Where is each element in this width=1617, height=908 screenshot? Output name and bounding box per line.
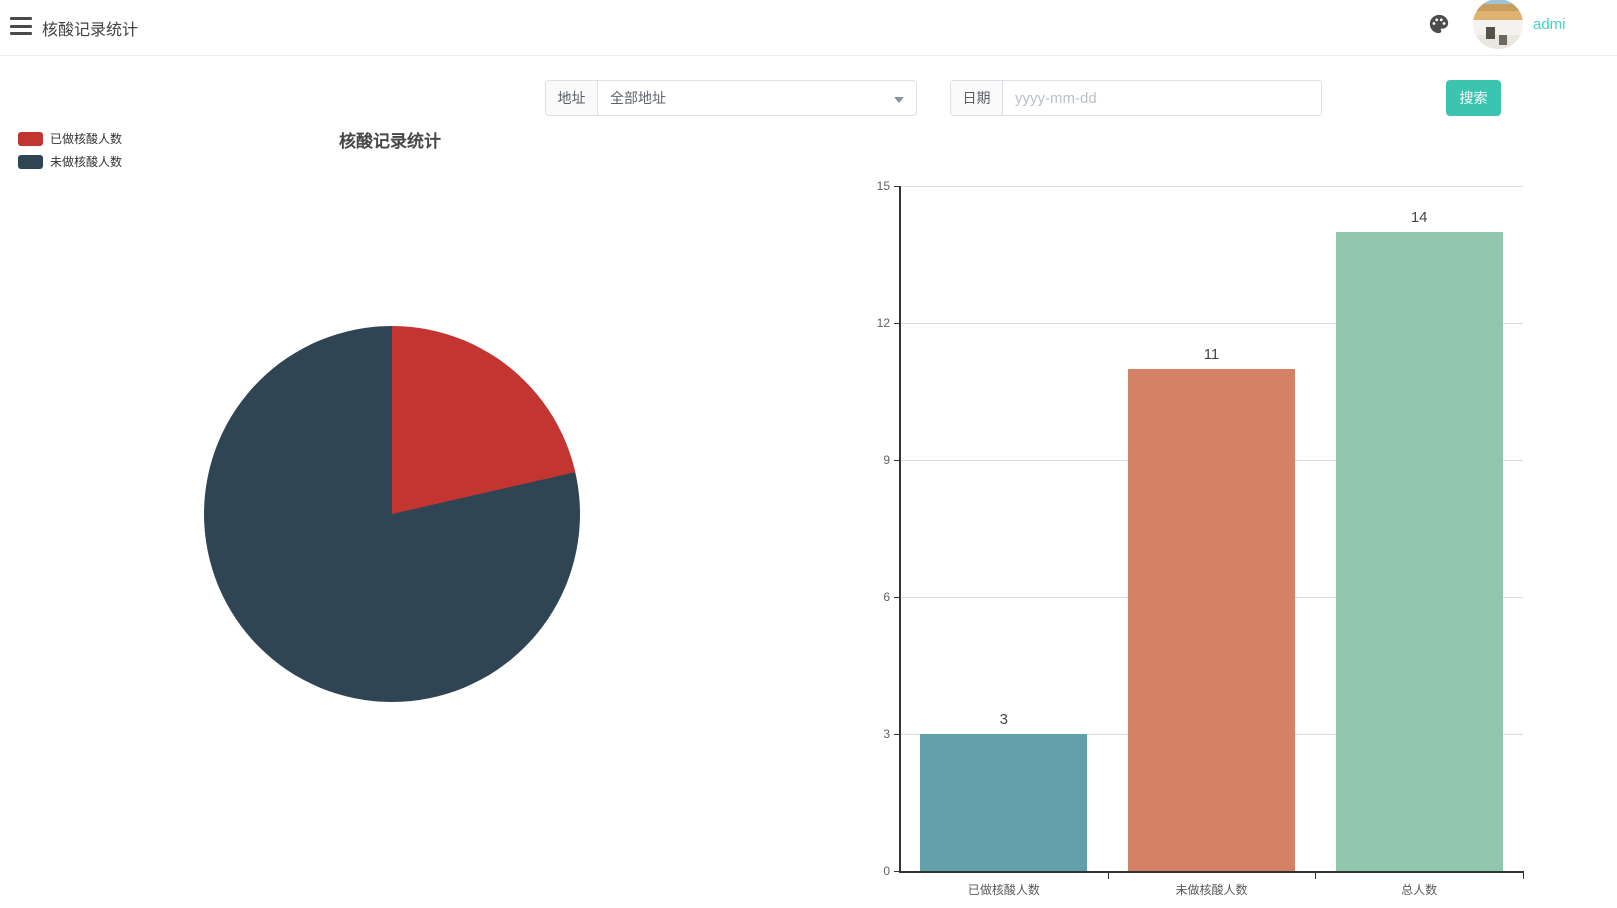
- y-axis-tick: [894, 186, 900, 187]
- bar-已做核酸人数: [920, 734, 1088, 871]
- bar-总人数: [1335, 231, 1503, 871]
- legend-marker: [18, 131, 43, 146]
- x-axis-label: 未做核酸人数: [1175, 883, 1248, 897]
- date-filter-group: 日期: [950, 80, 1322, 116]
- bar-value-label: 11: [1203, 345, 1220, 363]
- x-axis-tick: [1315, 873, 1317, 879]
- theme-palette-icon[interactable]: [1428, 13, 1450, 35]
- y-axis-label: 9: [883, 453, 890, 467]
- bar-未做核酸人数: [1128, 368, 1295, 871]
- y-axis-label: 0: [883, 864, 890, 878]
- pie-legend: 已做核酸人数 未做核酸人数: [18, 127, 122, 173]
- pie-chart-title: 核酸记录统计: [339, 132, 441, 151]
- hamburger-menu-icon[interactable]: [10, 16, 34, 36]
- date-label: 日期: [951, 81, 1003, 115]
- y-axis-tick: [894, 734, 900, 735]
- date-input[interactable]: [1003, 81, 1321, 115]
- x-axis-tick: [1107, 873, 1109, 879]
- y-axis-tick: [894, 323, 900, 324]
- x-axis-label: 已做核酸人数: [967, 883, 1040, 897]
- y-gridline: [900, 323, 1523, 324]
- x-axis-tick: [1523, 873, 1524, 879]
- legend-label: 未做核酸人数: [50, 155, 123, 169]
- pie-chart: [204, 326, 580, 702]
- x-axis-line: [899, 871, 1524, 873]
- legend-item[interactable]: 已做核酸人数: [18, 127, 122, 150]
- legend-item[interactable]: 未做核酸人数: [18, 150, 122, 173]
- top-bar: 核酸记录统计 admi: [0, 0, 1617, 56]
- bar-value-label: 3: [999, 711, 1008, 728]
- y-axis-label: 6: [883, 590, 890, 604]
- address-select-value: 全部地址: [610, 90, 666, 106]
- address-filter-group: 地址 全部地址: [545, 80, 917, 116]
- y-axis-tick: [894, 871, 900, 872]
- legend-marker: [18, 154, 43, 169]
- x-axis-label: 总人数: [1401, 883, 1438, 897]
- y-axis-label: 3: [883, 727, 890, 741]
- bar-chart: 0 3 6 9 12 15 3 已做核酸人数 11 未做核酸人数 14 总人数: [860, 175, 1560, 900]
- y-axis-tick: [894, 597, 900, 598]
- bar-value-label: 14: [1410, 208, 1428, 226]
- user-avatar[interactable]: [1473, 0, 1523, 49]
- username-label[interactable]: admi: [1533, 16, 1566, 33]
- address-select[interactable]: 全部地址: [598, 81, 916, 115]
- y-axis-tick: [894, 460, 900, 461]
- y-axis-label: 12: [876, 316, 890, 330]
- y-axis-line: [899, 186, 901, 871]
- y-axis-label: 15: [876, 179, 890, 193]
- search-button[interactable]: 搜索: [1446, 80, 1501, 116]
- y-gridline: [900, 186, 1523, 187]
- legend-label: 已做核酸人数: [50, 132, 123, 146]
- caret-down-icon: [894, 97, 904, 103]
- page-title: 核酸记录统计: [42, 22, 139, 39]
- address-label: 地址: [546, 81, 598, 115]
